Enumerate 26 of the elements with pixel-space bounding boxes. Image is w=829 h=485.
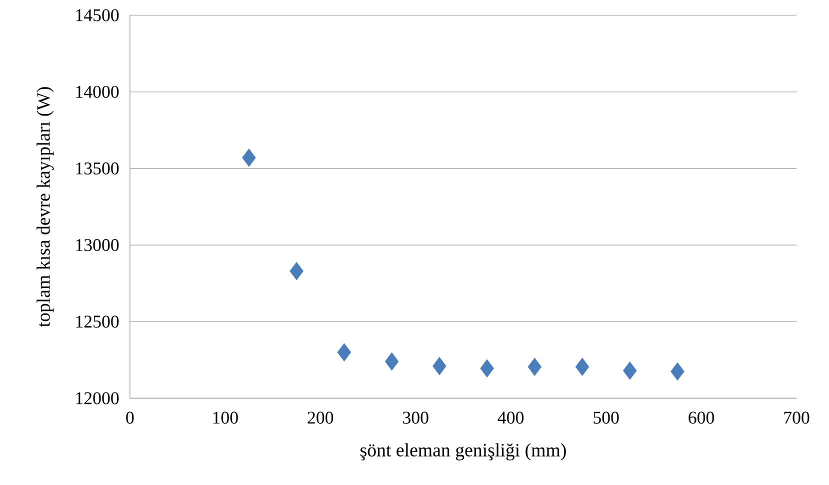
y-tick-label: 13000 bbox=[76, 239, 119, 252]
x-axis-title: şönt eleman genişliği (mm) bbox=[360, 443, 566, 460]
point bbox=[575, 358, 590, 376]
point bbox=[622, 362, 637, 380]
x-tick-label: 300 bbox=[403, 412, 428, 424]
point bbox=[242, 148, 256, 167]
point bbox=[384, 352, 399, 371]
point bbox=[480, 359, 494, 378]
point bbox=[337, 343, 352, 362]
x-tick-label: 500 bbox=[594, 412, 619, 424]
y-tick-label: 12500 bbox=[76, 316, 119, 328]
point bbox=[290, 262, 304, 280]
y-axis-title: toplam kısa devre kayıpları (W) bbox=[36, 87, 54, 328]
x-tick-label: 600 bbox=[688, 412, 714, 424]
x-tick-label: 200 bbox=[308, 412, 334, 424]
x-tick-label: 400 bbox=[498, 412, 524, 424]
y-tick-label: 12000 bbox=[76, 392, 119, 404]
x-tick-label: 100 bbox=[213, 412, 238, 424]
y-tick-label: 14500 bbox=[76, 9, 119, 22]
point bbox=[670, 362, 684, 381]
point bbox=[528, 358, 542, 376]
y-tick-label: 13500 bbox=[76, 162, 119, 174]
y-tick-label: 14000 bbox=[76, 86, 119, 98]
x-tick-label: 700 bbox=[784, 412, 810, 424]
point bbox=[432, 356, 446, 376]
x-tick-label: 0 bbox=[126, 412, 134, 424]
